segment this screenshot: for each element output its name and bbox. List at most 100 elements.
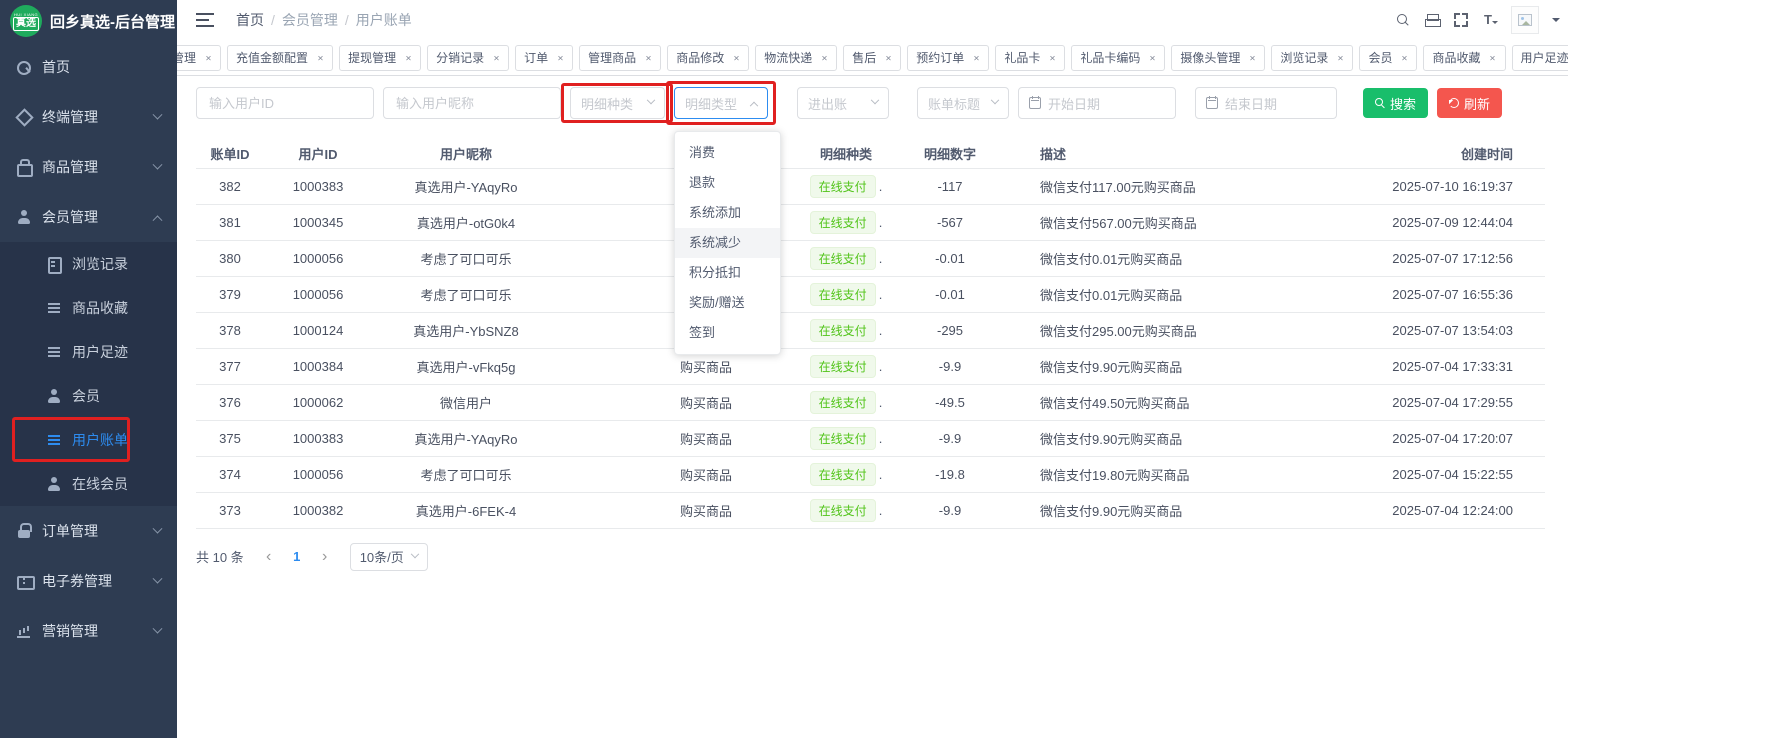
close-icon[interactable]: × xyxy=(973,51,980,64)
sidebar-item[interactable]: 会员 xyxy=(0,374,177,418)
close-icon[interactable]: × xyxy=(557,51,564,64)
badge-dot: . xyxy=(878,502,883,518)
tab[interactable]: 预约订单 × xyxy=(907,44,990,71)
page-size-select[interactable]: 10条/页 xyxy=(349,542,428,571)
sidebar-item[interactable]: 用户足迹 xyxy=(0,330,177,374)
sidebar-item[interactable]: 在线会员 xyxy=(0,462,177,506)
cell-detail-category: 在线支付. xyxy=(796,312,896,349)
tab[interactable]: 提现管理 × xyxy=(339,44,422,71)
bill-title-select[interactable]: 账单标题 xyxy=(917,87,1009,119)
tab[interactable]: 浏览记录 × xyxy=(1271,44,1354,71)
cell-detail-category: 在线支付. xyxy=(796,168,896,205)
dropdown-option[interactable]: 签到 xyxy=(689,325,716,340)
tab[interactable]: 商品收藏 × xyxy=(1423,44,1506,71)
close-icon[interactable]: × xyxy=(1490,51,1496,64)
tab[interactable]: 会员 × xyxy=(1359,44,1418,71)
tab[interactable]: 用户足迹 × xyxy=(1511,44,1568,71)
dropdown-option[interactable]: 奖励/赠送 xyxy=(689,295,745,310)
cell-bill-id: 376 xyxy=(196,384,264,421)
nickname-input[interactable] xyxy=(383,87,561,119)
tab[interactable]: 礼品卡 × xyxy=(995,44,1066,71)
tab-label: 订单 xyxy=(524,51,549,65)
chevron-down-icon[interactable] xyxy=(1552,18,1560,26)
cell-bill-id: 378 xyxy=(196,312,264,349)
tab[interactable]: 售后 × xyxy=(843,44,902,71)
cell-bill-id: 374 xyxy=(196,456,264,493)
cell-nickname: 考虑了可口可乐 xyxy=(372,240,560,277)
brand-logo-subtext: HUI XIANG xyxy=(13,11,39,17)
tab[interactable]: 摄像头管理 × xyxy=(1171,44,1266,71)
tab[interactable]: 充值金额配置 × xyxy=(227,44,334,71)
close-icon[interactable]: × xyxy=(1401,51,1408,64)
sidebar-item[interactable]: 商品管理 xyxy=(0,142,177,192)
sidebar-item[interactable]: 商品收藏 xyxy=(0,286,177,330)
cell-bill-title: 购买商品 xyxy=(560,384,796,421)
tab[interactable]: 礼品卡编码 × xyxy=(1071,44,1166,71)
cell-description: 微信支付49.50元购买商品 xyxy=(1004,384,1330,421)
search-icon[interactable] xyxy=(1395,12,1411,28)
close-icon[interactable]: × xyxy=(205,51,212,64)
cell-bill-id: 379 xyxy=(196,276,264,313)
end-date-picker[interactable]: 结束日期 xyxy=(1195,87,1337,119)
breadcrumb-member-mgmt[interactable]: 会员管理 xyxy=(281,12,338,28)
close-icon[interactable]: × xyxy=(1049,51,1056,64)
sidebar-item[interactable]: 浏览记录 xyxy=(0,242,177,286)
app-title: 回乡真选-后台管理 xyxy=(50,13,175,31)
close-icon[interactable]: × xyxy=(733,51,740,64)
dropdown-option[interactable]: 系统减少 xyxy=(675,228,780,258)
current-page[interactable]: 1 xyxy=(293,549,301,564)
in-out-select[interactable]: 进出账 xyxy=(797,87,889,119)
tab[interactable]: 物流快递 × xyxy=(755,44,838,71)
sidebar-item[interactable]: 电子券管理 xyxy=(0,556,177,606)
search-button[interactable]: 搜索 xyxy=(1363,88,1429,118)
dropdown-option[interactable]: 系统添加 xyxy=(689,205,742,220)
sidebar-item[interactable]: 用户账单 xyxy=(0,418,177,462)
close-icon[interactable]: × xyxy=(405,51,412,64)
detail-category-select[interactable]: 明细种类 xyxy=(570,87,665,119)
chevron-down-icon xyxy=(870,95,880,105)
close-icon[interactable]: × xyxy=(645,51,652,64)
cell-user-id: 1000382 xyxy=(264,492,372,529)
cell-bill-id: 373 xyxy=(196,492,264,529)
tab[interactable]: 商品修改 × xyxy=(667,44,750,71)
close-icon[interactable]: × xyxy=(821,51,828,64)
table-row: 377 1000384 真选用户-vFkq5g 购买商品 在线支付. -9.9 … xyxy=(196,348,1545,385)
detail-type-select[interactable]: 明细类型 xyxy=(674,87,768,119)
refresh-button[interactable]: 刷新 xyxy=(1437,88,1503,118)
sidebar-item[interactable]: 首页 xyxy=(0,42,177,92)
dashboard-icon xyxy=(16,59,32,75)
hamburger-icon[interactable] xyxy=(196,13,214,27)
tab[interactable]: 订单 × xyxy=(515,44,574,71)
tab[interactable]: 算管理 × xyxy=(177,44,222,71)
close-icon[interactable]: × xyxy=(1149,51,1156,64)
close-icon[interactable]: × xyxy=(317,51,324,64)
prev-page-button[interactable]: ‹ xyxy=(266,547,272,565)
avatar[interactable] xyxy=(1511,6,1539,34)
sidebar-item[interactable]: 终端管理 xyxy=(0,92,177,142)
tab[interactable]: 管理商品 × xyxy=(579,44,662,71)
sidebar-item-label: 用户账单 xyxy=(72,432,128,448)
close-icon[interactable]: × xyxy=(1249,51,1256,64)
tab-label: 浏览记录 xyxy=(1280,51,1329,65)
sidebar-item[interactable]: 订单管理 xyxy=(0,506,177,556)
user-id-input[interactable] xyxy=(196,87,374,119)
next-page-button[interactable]: › xyxy=(322,547,328,565)
print-icon[interactable] xyxy=(1424,12,1441,28)
cell-bill-id: 380 xyxy=(196,240,264,277)
close-icon[interactable]: × xyxy=(493,51,500,64)
sidebar-item-label: 会员管理 xyxy=(42,209,98,225)
close-icon[interactable]: × xyxy=(885,51,892,64)
font-size-icon[interactable] xyxy=(1482,12,1498,28)
dropdown-option[interactable]: 退款 xyxy=(689,175,716,190)
ticket-icon xyxy=(16,573,35,590)
cell-user-id: 1000056 xyxy=(264,240,372,277)
breadcrumb-home[interactable]: 首页 xyxy=(236,12,264,28)
sidebar-item[interactable]: 会员管理 xyxy=(0,192,177,242)
fullscreen-icon[interactable] xyxy=(1453,12,1469,28)
sidebar-item[interactable]: 营销管理 xyxy=(0,606,177,656)
dropdown-option[interactable]: 消费 xyxy=(689,145,716,160)
close-icon[interactable]: × xyxy=(1337,51,1344,64)
tab[interactable]: 分销记录 × xyxy=(427,44,510,71)
start-date-picker[interactable]: 开始日期 xyxy=(1018,87,1176,119)
dropdown-option[interactable]: 积分抵扣 xyxy=(689,265,742,280)
